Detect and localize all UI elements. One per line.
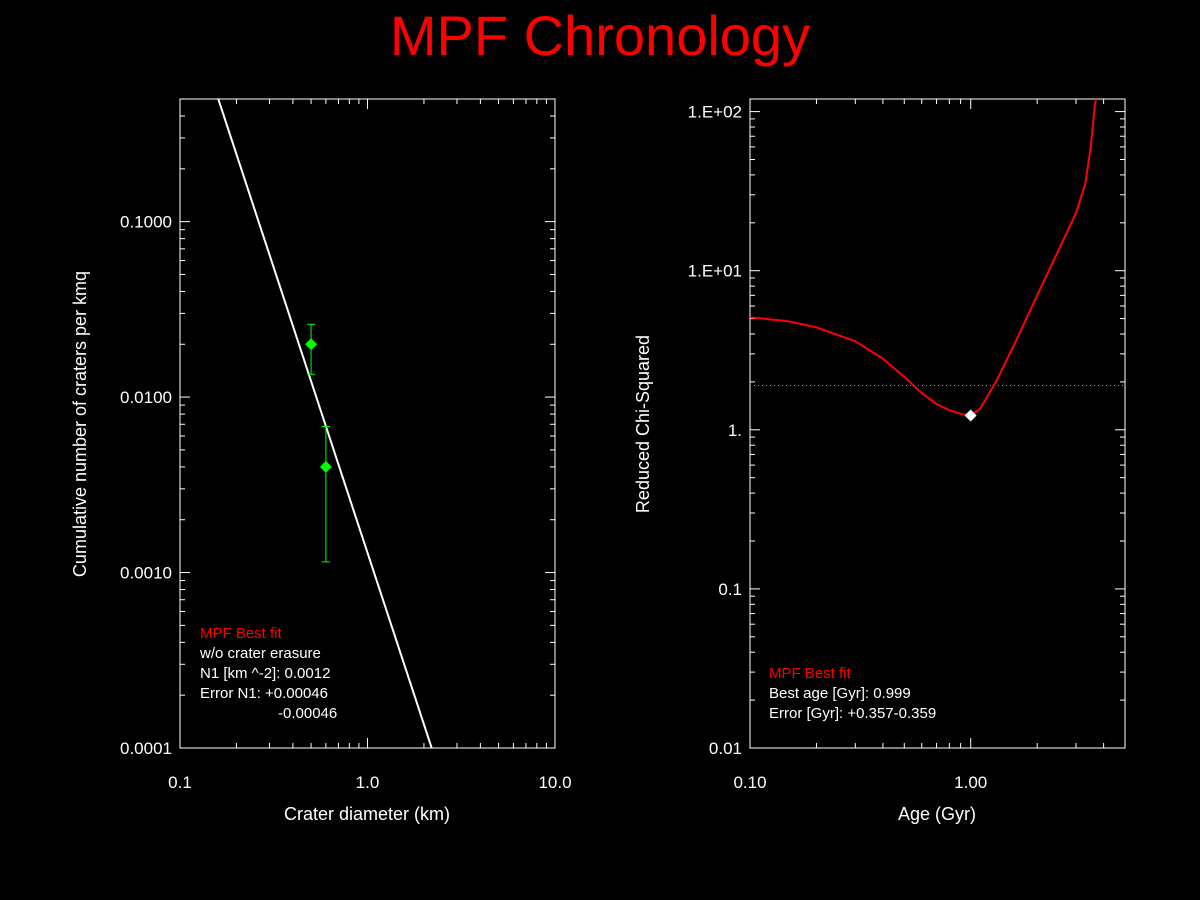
y-axis-label: Cumulative number of craters per kmq xyxy=(70,271,90,577)
data-point xyxy=(305,338,318,351)
legend-title: MPF Best fit xyxy=(769,665,852,682)
plot-area xyxy=(750,99,1125,422)
y-tick-label: 1.E+01 xyxy=(688,262,742,281)
y-tick-label: 0.01 xyxy=(709,739,742,758)
x-tick-label: 1.0 xyxy=(356,773,380,792)
y-tick-label: 0.0100 xyxy=(120,388,172,407)
x-tick-label: 0.1 xyxy=(168,773,192,792)
y-tick-label: 0.1000 xyxy=(120,213,172,232)
legend-line: Error N1: +0.00046 xyxy=(200,685,328,702)
x-tick-label: 10.0 xyxy=(538,773,571,792)
y-axis-label: Reduced Chi-Squared xyxy=(633,335,653,513)
legend-line: w/o crater erasure xyxy=(199,645,321,662)
crater-count-chart: 0.1 1.0 10.0 0.0001 0.0010 0.0100 0.1000 Crater… xyxy=(70,98,572,824)
chi-curve xyxy=(750,99,1098,417)
legend-title: MPF Best fit xyxy=(200,625,283,642)
y-tick-label: 0.0010 xyxy=(120,564,172,583)
chi-squared-chart: 0.10 1.00 0.01 0.1 1. 1.E+01 1.E+02 Age (Gyr) Re… xyxy=(633,98,1126,824)
legend-line: -0.00046 xyxy=(278,705,337,722)
legend-line: Error [Gyr]: +0.357-0.359 xyxy=(769,705,936,722)
y-tick-label: 0.0001 xyxy=(120,739,172,758)
y-tick-label: 1.E+02 xyxy=(688,103,742,122)
page-title: MPF Chronology xyxy=(389,4,811,67)
x-axis-label: Crater diameter (km) xyxy=(284,804,450,824)
fit-line xyxy=(217,99,433,748)
best-fit-marker xyxy=(964,409,977,422)
x-tick-label: 0.10 xyxy=(733,773,766,792)
data-point xyxy=(319,460,332,473)
x-axis-label: Age (Gyr) xyxy=(898,804,976,824)
legend-line: N1 [km ^-2]: 0.0012 xyxy=(200,665,330,682)
y-tick-label: 1. xyxy=(728,421,742,440)
legend-line: Best age [Gyr]: 0.999 xyxy=(769,685,911,702)
plot-area xyxy=(217,99,433,748)
x-tick-label: 1.00 xyxy=(954,773,987,792)
y-tick-label: 0.1 xyxy=(718,580,742,599)
plot-frame xyxy=(749,98,1126,749)
